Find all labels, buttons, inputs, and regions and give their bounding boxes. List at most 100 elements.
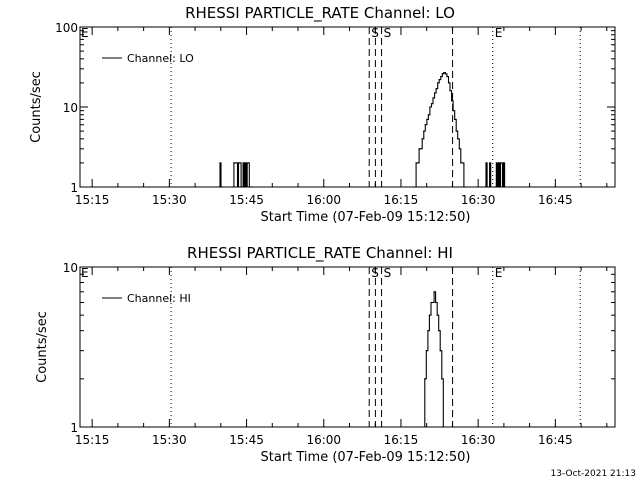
- data-point: [496, 186, 498, 188]
- data-point: [486, 186, 488, 188]
- y-tick-label: 10: [63, 261, 78, 275]
- data-point: [236, 186, 239, 188]
- legend-label: Channel: LO: [127, 52, 194, 65]
- data-point: [434, 92, 436, 94]
- data-point: [504, 186, 506, 188]
- data-point: [439, 350, 441, 352]
- data-point: [466, 186, 468, 188]
- data-point: [426, 118, 428, 120]
- data-point: [490, 186, 492, 188]
- x-tick-label: 15:15: [75, 193, 110, 207]
- chart-title: RHESSI PARTICLE_RATE Channel: LO: [185, 4, 455, 23]
- data-point: [233, 162, 235, 164]
- data-point: [441, 378, 443, 380]
- series-points: [423, 291, 444, 428]
- data-point: [494, 186, 496, 188]
- data-point: [498, 186, 500, 188]
- panel-2: RHESSI PARTICLE_RATE Channel: HI 1 10 Count…: [35, 244, 616, 465]
- data-point: [245, 186, 247, 188]
- data-point: [219, 162, 221, 164]
- y-axis: 1 10: [63, 261, 615, 435]
- left-edge-label: E: [81, 266, 89, 280]
- legend-label: Channel: HI: [127, 292, 191, 305]
- x-tick-label: 15:45: [229, 433, 264, 447]
- data-point: [428, 314, 430, 316]
- x-axis-label: Start Time (07-Feb-09 15:12:50): [261, 210, 471, 225]
- x-tick-label: 16:00: [306, 433, 341, 447]
- data-point: [240, 186, 242, 188]
- data-point: [424, 124, 426, 126]
- data-point: [446, 76, 448, 78]
- x-tick-label: 16:15: [384, 193, 419, 207]
- data-point: [497, 162, 499, 164]
- panel-1: RHESSI PARTICLE_RATE Channel: LO 1 10 100 Co…: [29, 4, 616, 225]
- data-point: [432, 97, 434, 99]
- data-point: [430, 301, 432, 304]
- data-point: [436, 314, 438, 316]
- x-axis: 15:15 15:30 15:45 16:00 16:15 16:30 16:45: [75, 27, 608, 207]
- data-point: [425, 350, 427, 352]
- data-point: [424, 378, 426, 380]
- y-axis: 1 10 100: [55, 21, 615, 195]
- data-point: [438, 79, 440, 81]
- data-point: [235, 162, 237, 164]
- data-point: [413, 186, 416, 188]
- data-point: [241, 186, 243, 188]
- data-point: [423, 130, 425, 132]
- data-point: [415, 162, 417, 164]
- data-point: [485, 162, 487, 164]
- data-point: [500, 162, 503, 164]
- data-point: [232, 186, 234, 188]
- data-point: [437, 82, 439, 84]
- chart-title: RHESSI PARTICLE_RATE Channel: HI: [187, 244, 453, 263]
- data-point: [246, 162, 248, 164]
- data-point: [430, 103, 433, 105]
- data-point: [499, 162, 502, 164]
- data-point: [412, 186, 414, 188]
- plot-frame: [79, 266, 616, 428]
- x-tick-label: 15:15: [75, 433, 110, 447]
- data-point: [455, 130, 457, 132]
- y-tick-label: 1: [70, 181, 78, 195]
- data-point: [454, 118, 456, 120]
- data-point: [435, 301, 437, 304]
- x-tick-label: 16:00: [306, 193, 341, 207]
- data-point: [458, 148, 460, 150]
- footer-timestamp: 13-Oct-2021 21:13: [551, 469, 636, 479]
- data-point: [417, 162, 419, 164]
- data-point: [443, 71, 445, 74]
- x-tick-label: 15:30: [152, 193, 187, 207]
- event-line-label: S: [384, 26, 392, 40]
- data-point: [237, 162, 240, 164]
- left-edge-label: E: [81, 26, 89, 40]
- data-point: [435, 88, 437, 90]
- event-line-label: S: [384, 266, 392, 280]
- event-line-label: E: [495, 26, 503, 40]
- x-tick-label: 16:45: [538, 193, 573, 207]
- data-point: [447, 82, 450, 84]
- data-point: [457, 138, 459, 140]
- data-point: [220, 186, 222, 188]
- x-axis: 15:15 15:30 15:45 16:00 16:15 16:30 16:45: [75, 267, 608, 447]
- data-point: [461, 162, 463, 164]
- x-tick-label: 16:15: [384, 433, 419, 447]
- legend: Channel: LO: [102, 52, 194, 65]
- data-point: [421, 138, 423, 140]
- series-line-lo: [218, 71, 506, 188]
- data-point: [248, 186, 250, 188]
- y-tick-label: 10: [63, 101, 78, 115]
- y-tick-label: 1: [70, 421, 78, 435]
- data-point: [451, 100, 453, 102]
- series-points: [218, 71, 506, 188]
- data-point: [441, 73, 443, 75]
- data-point: [251, 186, 253, 188]
- data-point: [250, 186, 252, 188]
- data-point: [423, 426, 425, 428]
- event-lines: SSE: [170, 266, 581, 427]
- x-tick-label: 16:30: [461, 433, 496, 447]
- x-tick-label: 16:45: [538, 433, 573, 447]
- data-point: [488, 186, 490, 188]
- data-point: [427, 330, 429, 332]
- legend: Channel: HI: [102, 292, 191, 305]
- data-point: [234, 162, 236, 164]
